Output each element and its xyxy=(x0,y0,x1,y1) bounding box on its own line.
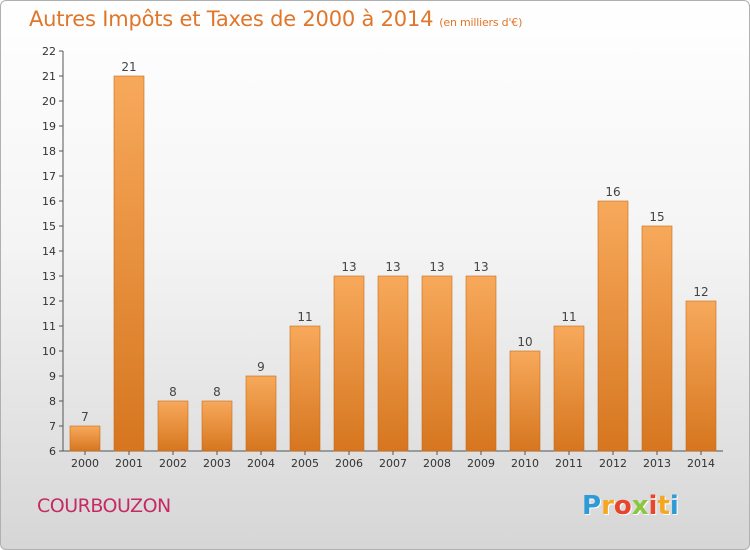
chart-title: Autres Impôts et Taxes de 2000 à 2014 (en… xyxy=(29,7,522,31)
y-tick-label: 19 xyxy=(42,120,56,133)
bar-value-label: 7 xyxy=(81,410,89,424)
y-tick-label: 8 xyxy=(49,395,56,408)
y-tick-label: 7 xyxy=(49,420,56,433)
bar xyxy=(113,75,145,452)
y-tick-label: 18 xyxy=(42,145,56,158)
bar-value-label: 8 xyxy=(169,385,177,399)
x-tick-label: 2004 xyxy=(247,457,275,470)
bar-value-label: 8 xyxy=(213,385,221,399)
bar-value-label: 12 xyxy=(693,285,708,299)
proxiti-logo: Proxiti xyxy=(582,491,679,521)
bar-value-label: 9 xyxy=(257,360,265,374)
x-tick-label: 2008 xyxy=(423,457,451,470)
bar xyxy=(553,325,585,452)
logo-letter: i xyxy=(669,491,679,521)
x-tick-label: 2011 xyxy=(555,457,583,470)
bar-value-label: 13 xyxy=(385,260,400,274)
logo-letter: r xyxy=(601,491,614,521)
bar-value-label: 10 xyxy=(517,335,532,349)
bar xyxy=(333,275,365,452)
bar-value-label: 21 xyxy=(121,60,136,74)
x-tick-label: 2009 xyxy=(467,457,495,470)
bar xyxy=(201,400,233,452)
y-tick-label: 17 xyxy=(42,170,56,183)
x-tick-label: 2002 xyxy=(159,457,187,470)
bar-value-label: 13 xyxy=(473,260,488,274)
logo-letter: i xyxy=(648,491,658,521)
x-tick-label: 2007 xyxy=(379,457,407,470)
bar xyxy=(69,425,101,452)
bar-value-label: 13 xyxy=(429,260,444,274)
logo-letter: x xyxy=(631,491,649,521)
y-tick-label: 22 xyxy=(42,45,56,58)
bar xyxy=(289,325,321,452)
y-tick-label: 15 xyxy=(42,220,56,233)
y-tick-label: 13 xyxy=(42,270,56,283)
bar xyxy=(245,375,277,452)
bar xyxy=(509,350,541,452)
bar xyxy=(685,300,717,452)
logo-letter: t xyxy=(657,491,670,521)
x-tick-label: 2013 xyxy=(643,457,671,470)
y-tick-label: 21 xyxy=(42,70,56,83)
y-tick-label: 9 xyxy=(49,370,56,383)
chart-unit-note: (en milliers d'€) xyxy=(439,16,523,29)
y-tick-label: 11 xyxy=(42,320,56,333)
x-tick-label: 2006 xyxy=(335,457,363,470)
bar xyxy=(465,275,497,452)
y-tick-label: 20 xyxy=(42,95,56,108)
chart-title-text: Autres Impôts et Taxes de 2000 à 2014 xyxy=(29,7,434,31)
commune-name: COURBOUZON xyxy=(37,495,171,517)
y-tick-label: 6 xyxy=(49,445,56,458)
logo-letter: P xyxy=(582,491,602,521)
x-tick-label: 2005 xyxy=(291,457,319,470)
logo-letter: o xyxy=(613,491,632,521)
y-tick-label: 12 xyxy=(42,295,56,308)
bar xyxy=(597,200,629,452)
y-tick-label: 14 xyxy=(42,245,56,258)
x-tick-label: 2000 xyxy=(71,457,99,470)
bar-value-label: 11 xyxy=(561,310,576,324)
x-tick-label: 2003 xyxy=(203,457,231,470)
y-tick-label: 16 xyxy=(42,195,56,208)
y-tick-label: 10 xyxy=(42,345,56,358)
bar xyxy=(641,225,673,452)
x-tick-label: 2010 xyxy=(511,457,539,470)
bar-value-label: 11 xyxy=(297,310,312,324)
bar xyxy=(377,275,409,452)
x-tick-label: 2014 xyxy=(687,457,715,470)
x-tick-label: 2012 xyxy=(599,457,627,470)
bar-value-label: 16 xyxy=(605,185,620,199)
bar-value-label: 15 xyxy=(649,210,664,224)
x-tick-label: 2001 xyxy=(115,457,143,470)
bar xyxy=(157,400,189,452)
bar xyxy=(421,275,453,452)
bar-value-label: 13 xyxy=(341,260,356,274)
